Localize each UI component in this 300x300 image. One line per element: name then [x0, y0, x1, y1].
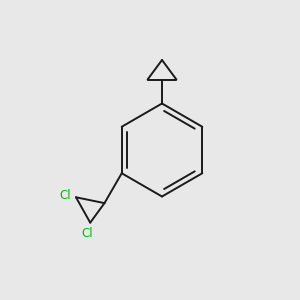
Text: Cl: Cl	[60, 189, 71, 202]
Text: Cl: Cl	[81, 227, 93, 240]
